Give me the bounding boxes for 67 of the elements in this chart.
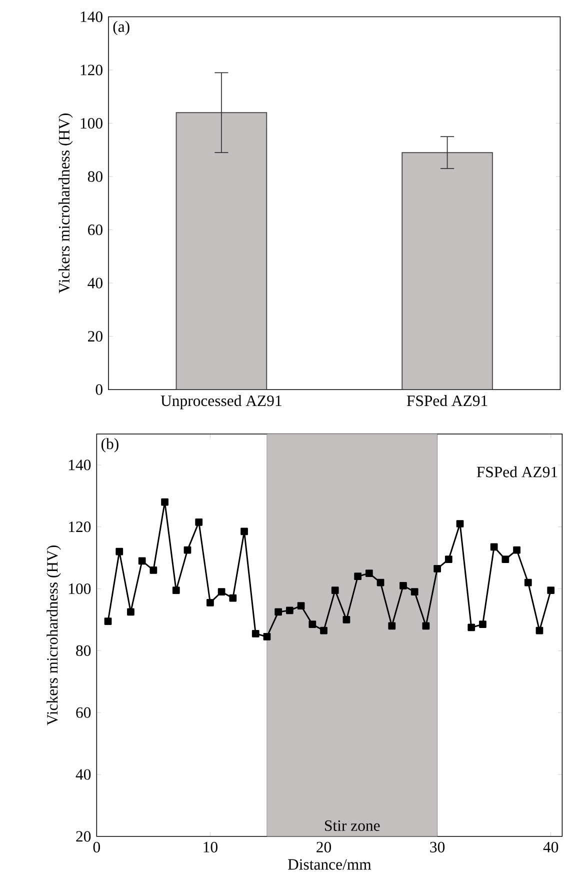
point xyxy=(297,602,305,610)
annotation: (b) xyxy=(101,438,118,452)
y-tick-label: 0 xyxy=(96,384,102,395)
annotation: FSPed AZ91 xyxy=(476,466,558,478)
point xyxy=(513,546,520,554)
y-tick-label: 120 xyxy=(80,64,102,76)
point xyxy=(184,546,192,554)
point xyxy=(354,572,362,580)
y-tick-label: 80 xyxy=(88,171,102,182)
point xyxy=(444,556,452,564)
point xyxy=(468,624,475,632)
point xyxy=(274,608,282,616)
point xyxy=(399,582,407,590)
point xyxy=(490,543,498,551)
y-axis-title: Vickers microhardness (HV) xyxy=(46,546,61,726)
point xyxy=(218,588,226,596)
point xyxy=(263,633,271,640)
point xyxy=(478,620,486,628)
y-tick-label: 140 xyxy=(68,460,91,470)
point xyxy=(502,556,510,564)
point xyxy=(434,564,441,572)
y-tick-label: 140 xyxy=(80,11,102,22)
point xyxy=(536,626,544,634)
point xyxy=(172,586,180,594)
point xyxy=(547,586,554,594)
x-axis-title: Distance/mm xyxy=(288,859,372,870)
x-tick-label: 10 xyxy=(204,842,218,852)
point xyxy=(252,630,260,638)
point xyxy=(240,528,248,536)
point xyxy=(150,566,158,574)
x-tick-label: 40 xyxy=(543,842,558,852)
point xyxy=(308,620,316,628)
y-tick-label: 40 xyxy=(76,769,91,780)
band-label: Stir zone xyxy=(324,820,380,831)
x-tick-label: 20 xyxy=(316,842,331,852)
y-tick-label: 80 xyxy=(76,645,91,656)
point xyxy=(365,570,373,577)
point xyxy=(524,578,532,586)
annotation: (a) xyxy=(113,20,130,36)
y-axis-title: Vickers microhardness (HV) xyxy=(58,114,73,294)
point xyxy=(388,622,396,630)
point xyxy=(195,518,202,526)
point xyxy=(116,548,123,556)
x-tick-label: 30 xyxy=(430,842,444,852)
point xyxy=(126,608,134,616)
point xyxy=(456,520,464,528)
y-tick-label: 100 xyxy=(80,118,102,129)
point xyxy=(342,616,350,624)
point xyxy=(138,557,146,565)
point xyxy=(104,618,112,625)
y-tick-label: 100 xyxy=(68,583,91,594)
y-tick-label: 60 xyxy=(88,224,102,236)
y-tick-label: 20 xyxy=(76,831,91,842)
point xyxy=(422,622,430,630)
point xyxy=(229,594,237,602)
point xyxy=(410,588,418,596)
point xyxy=(286,606,294,614)
point xyxy=(161,498,168,506)
y-tick-label: 60 xyxy=(76,707,91,718)
point xyxy=(376,578,384,586)
point xyxy=(320,626,328,634)
y-tick-label: 120 xyxy=(68,522,91,532)
y-tick-label: 40 xyxy=(88,278,102,288)
point xyxy=(206,598,214,606)
x-tick-label: Unprocessed AZ91 xyxy=(160,395,282,410)
y-tick-label: 20 xyxy=(88,331,102,342)
point xyxy=(331,586,339,594)
